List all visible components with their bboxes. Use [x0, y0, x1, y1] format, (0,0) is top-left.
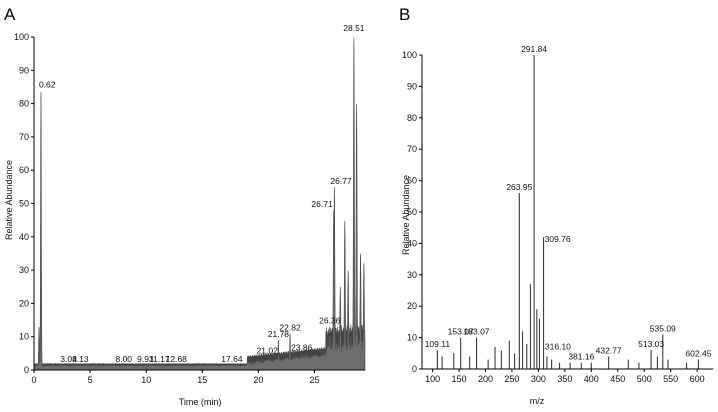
- panel-b-x-tick-label: 350: [557, 374, 572, 384]
- panel-b-x-tick-label: 150: [452, 374, 467, 384]
- panel-b-y-tick-label: 20: [407, 301, 417, 311]
- panel-a-x-tick-label: 15: [197, 375, 207, 385]
- panel-b-peak-label: 153.07: [448, 327, 474, 337]
- panel-a-letter: A: [4, 5, 16, 24]
- panel-b-y-tick-label: 50: [407, 207, 417, 217]
- panel-a-y-tick-label: 70: [19, 132, 29, 142]
- panel-a-x-tick-label: 25: [310, 375, 320, 385]
- panel-a-y-tick-label: 60: [19, 165, 29, 175]
- panel-a-peak-label: 8.00: [115, 354, 132, 364]
- panel-b-peak-label: 109.11: [425, 339, 451, 349]
- panel-b-spectrum: [436, 55, 699, 369]
- panel-a-peak-label: 17.64: [221, 354, 243, 364]
- panel-b-x-tick-label: 100: [425, 374, 440, 384]
- panel-b-letter: B: [399, 5, 410, 24]
- panel-a-peak-label: 9.93: [137, 354, 154, 364]
- panel-b-peak-label: 309.76: [545, 234, 571, 244]
- panel-b-x-tick-label: 250: [504, 374, 519, 384]
- panel-b-y-tick-label: 40: [407, 238, 417, 248]
- panel-b-y-tick-label: 80: [407, 113, 417, 123]
- panel-b-peak-label: 535.09: [650, 323, 676, 333]
- panel-b-y-tick-label: 90: [407, 81, 417, 91]
- panel-a-y-axis-label: Relative Abundance: [4, 160, 14, 240]
- panel-a-chromatogram-trace: [33, 37, 366, 371]
- panel-a-peak-label: 23.86: [291, 342, 313, 352]
- panel-a-y-tick-label: 100: [14, 32, 29, 42]
- panel-b-x-tick-label: 450: [610, 374, 625, 384]
- panel-b-y-tick-label: 10: [407, 333, 417, 343]
- panel-b-x-tick-label: 550: [663, 374, 678, 384]
- panel-b-x-axis-label: m/z: [530, 396, 545, 406]
- panel-a-y-tick-label: 80: [19, 99, 29, 109]
- panel-b-peak-label: 432.77: [596, 345, 622, 355]
- panel-a-peak-label: 12.68: [166, 354, 188, 364]
- panel-a-x-tick-label: 5: [88, 375, 93, 385]
- panel-a-peak-label: 26.36: [319, 316, 341, 326]
- panel-a-peak-label: 3.08: [60, 354, 77, 364]
- panel-a-x-tick-label: 0: [31, 375, 36, 385]
- panel-b-y-tick-label: 100: [402, 50, 417, 60]
- panel-a: A Relative Abundance Time (min) 0 10 20 30 4…: [4, 5, 366, 407]
- panel-a-y-tick-label: 0: [24, 365, 29, 375]
- panel-a-y-tick-label: 90: [19, 65, 29, 75]
- panel-a-x-tick-label: 20: [253, 375, 263, 385]
- panel-b-ticks: 0 10 20 30 40 50 60 70 80 90 100 100 150 200 250 300 350…: [402, 50, 705, 384]
- panel-b-peak-label: 316.10: [545, 341, 571, 351]
- panel-b-y-axis-label: Relative Abundance: [401, 175, 411, 255]
- panel-a-peak-label: 26.77: [330, 176, 352, 186]
- panel-a-peak-label: 21.02: [257, 346, 279, 356]
- panel-b-x-tick-label: 600: [690, 374, 705, 384]
- panel-a-peak-label: 11.17: [149, 354, 170, 364]
- panel-a-peak-label: 4.13: [72, 354, 89, 364]
- panel-b-peak-label: 602.45: [685, 349, 711, 359]
- panel-b-y-tick-label: 70: [407, 144, 417, 154]
- panel-a-x-tick-label: 10: [141, 375, 151, 385]
- panel-a-y-tick-label: 30: [19, 265, 29, 275]
- panel-b-peak-label: 381.16: [568, 352, 594, 362]
- panel-a-y-tick-label: 50: [19, 199, 29, 209]
- panel-b: B Relative Abundance m/z 0 10 20 30 40 50 60 70…: [399, 5, 713, 406]
- panel-a-y-tick-label: 40: [19, 232, 29, 242]
- panel-b-x-tick-label: 400: [584, 374, 599, 384]
- panel-a-x-axis-label: Time (min): [179, 397, 222, 407]
- panel-b-x-tick-label: 500: [637, 374, 652, 384]
- panel-b-peak-label: 263.95: [506, 182, 532, 192]
- panel-a-ticks: 0 10 20 30 40 50 60 70 80 90 100 0 5 10 15 20 25: [14, 32, 320, 385]
- panel-a-trace: [33, 37, 366, 371]
- panel-a-peak-label: 0.62: [39, 79, 56, 89]
- panel-a-peak-label: 21.78: [268, 329, 290, 339]
- panel-a-y-tick-label: 20: [19, 298, 29, 308]
- panel-a-peak-label: 28.51: [343, 23, 365, 33]
- panel-b-y-tick-label: 60: [407, 176, 417, 186]
- panel-b-peak-label: 291.84: [521, 44, 547, 54]
- panel-b-y-tick-label: 30: [407, 270, 417, 280]
- panel-b-y-tick-label: 0: [412, 364, 417, 374]
- panel-a-y-tick-label: 10: [19, 332, 29, 342]
- panel-b-peak-label: 183.07: [464, 327, 490, 337]
- panel-a-peak-label: 22.82: [279, 322, 301, 332]
- panel-b-x-tick-label: 200: [478, 374, 493, 384]
- panel-a-peak-label: 26.71: [311, 199, 333, 209]
- panel-b-x-tick-label: 300: [531, 374, 546, 384]
- panel-b-peak-label: 513.03: [638, 339, 664, 349]
